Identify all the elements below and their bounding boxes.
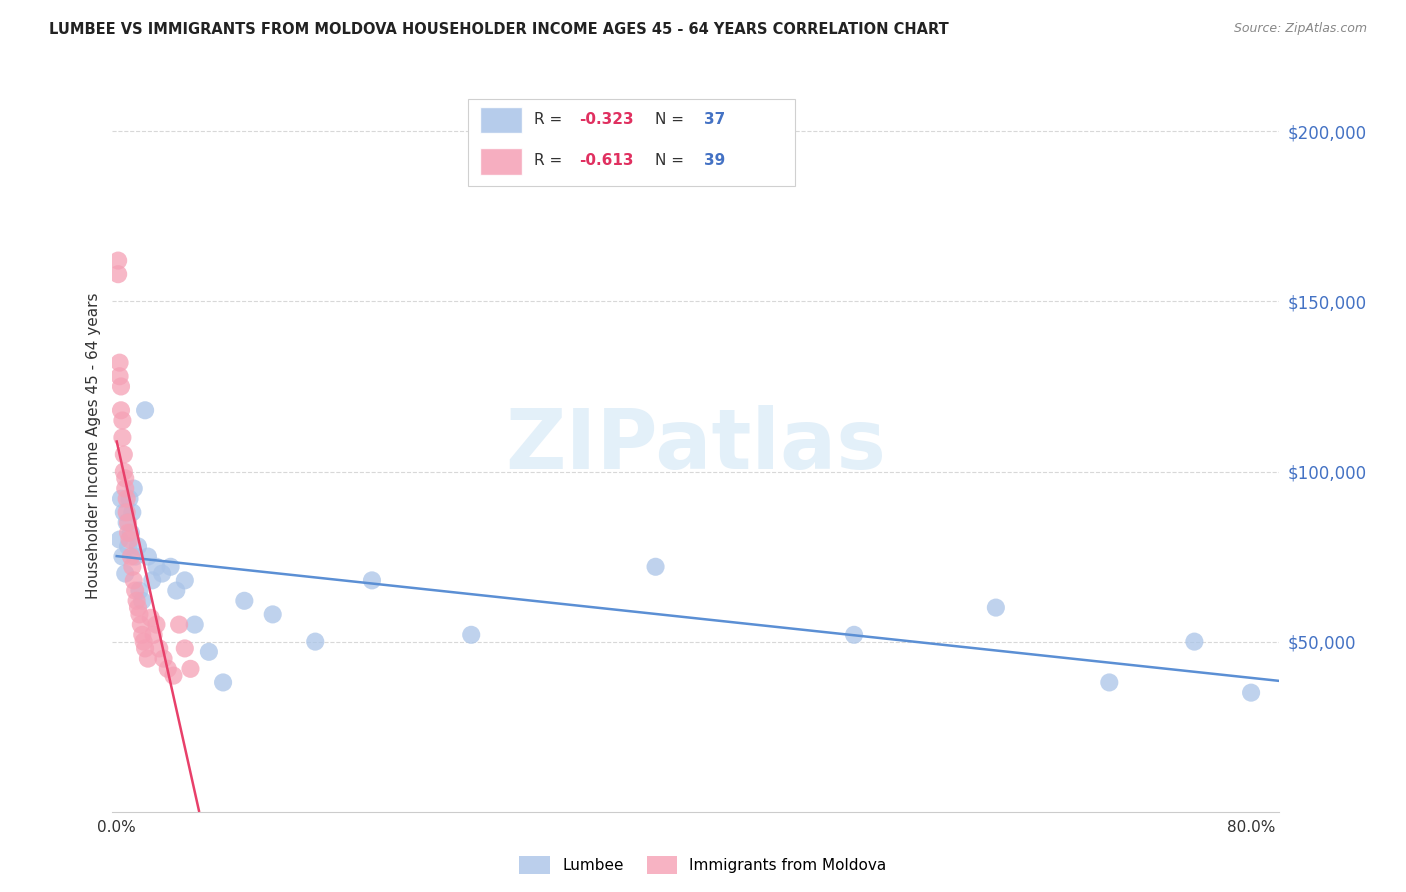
- Point: [114, 471, 136, 485]
- Text: ZIPatlas: ZIPatlas: [506, 406, 886, 486]
- Point: [112, 448, 135, 462]
- Point: [115, 516, 138, 530]
- Point: [112, 505, 135, 519]
- Point: [107, 267, 129, 281]
- Point: [115, 505, 138, 519]
- Text: -0.613: -0.613: [579, 153, 634, 169]
- Text: 37: 37: [704, 112, 725, 127]
- Point: [110, 403, 132, 417]
- Point: [107, 253, 129, 268]
- Point: [233, 594, 256, 608]
- Text: N =: N =: [655, 153, 689, 169]
- Point: [122, 482, 145, 496]
- Point: [108, 369, 131, 384]
- Point: [145, 559, 167, 574]
- FancyBboxPatch shape: [468, 99, 796, 186]
- Point: [142, 628, 165, 642]
- Point: [159, 559, 181, 574]
- Text: R =: R =: [534, 112, 567, 127]
- Point: [117, 525, 139, 540]
- Point: [262, 607, 284, 622]
- Point: [304, 634, 326, 648]
- Point: [108, 356, 131, 370]
- Point: [165, 583, 187, 598]
- Point: [173, 574, 195, 588]
- Point: [173, 641, 195, 656]
- Point: [198, 645, 221, 659]
- Point: [124, 583, 146, 598]
- Point: [162, 668, 184, 682]
- FancyBboxPatch shape: [479, 107, 522, 133]
- Point: [131, 628, 153, 642]
- Point: [145, 617, 167, 632]
- Point: [141, 574, 163, 588]
- Point: [134, 403, 156, 417]
- FancyBboxPatch shape: [479, 148, 522, 175]
- Point: [121, 559, 143, 574]
- Point: [129, 617, 152, 632]
- Point: [361, 574, 384, 588]
- Point: [111, 413, 134, 427]
- Point: [1098, 675, 1121, 690]
- Point: [152, 651, 174, 665]
- Point: [183, 617, 205, 632]
- Point: [110, 491, 132, 506]
- Text: 39: 39: [704, 153, 725, 169]
- Point: [112, 465, 135, 479]
- Point: [167, 617, 190, 632]
- Point: [127, 540, 149, 554]
- Point: [118, 533, 141, 547]
- Point: [139, 611, 162, 625]
- Point: [644, 559, 666, 574]
- Point: [121, 505, 143, 519]
- Point: [120, 549, 142, 564]
- Point: [125, 594, 148, 608]
- Point: [179, 662, 201, 676]
- Text: -0.323: -0.323: [579, 112, 634, 127]
- Point: [984, 600, 1007, 615]
- Point: [117, 540, 139, 554]
- Legend: Lumbee, Immigrants from Moldova: Lumbee, Immigrants from Moldova: [513, 850, 893, 880]
- Point: [156, 662, 179, 676]
- Point: [111, 430, 134, 444]
- Point: [134, 641, 156, 656]
- Point: [128, 607, 150, 622]
- Text: N =: N =: [655, 112, 689, 127]
- Point: [120, 525, 142, 540]
- Point: [118, 491, 141, 506]
- Point: [117, 516, 139, 530]
- Point: [114, 482, 136, 496]
- Point: [132, 634, 155, 648]
- Point: [136, 549, 159, 564]
- Point: [110, 379, 132, 393]
- Point: [1182, 634, 1205, 648]
- Point: [111, 549, 134, 564]
- Point: [131, 594, 153, 608]
- Text: R =: R =: [534, 153, 567, 169]
- Point: [108, 533, 131, 547]
- Point: [842, 628, 865, 642]
- Point: [122, 574, 145, 588]
- Point: [128, 583, 150, 598]
- Point: [136, 651, 159, 665]
- Point: [124, 549, 146, 564]
- Point: [114, 566, 136, 581]
- Y-axis label: Householder Income Ages 45 - 64 years: Householder Income Ages 45 - 64 years: [86, 293, 101, 599]
- Point: [115, 491, 138, 506]
- Point: [127, 600, 149, 615]
- Point: [150, 566, 173, 581]
- Text: Source: ZipAtlas.com: Source: ZipAtlas.com: [1233, 22, 1367, 36]
- Text: LUMBEE VS IMMIGRANTS FROM MOLDOVA HOUSEHOLDER INCOME AGES 45 - 64 YEARS CORRELAT: LUMBEE VS IMMIGRANTS FROM MOLDOVA HOUSEH…: [49, 22, 949, 37]
- Point: [460, 628, 482, 642]
- Point: [148, 641, 170, 656]
- Point: [212, 675, 235, 690]
- Point: [1240, 686, 1263, 700]
